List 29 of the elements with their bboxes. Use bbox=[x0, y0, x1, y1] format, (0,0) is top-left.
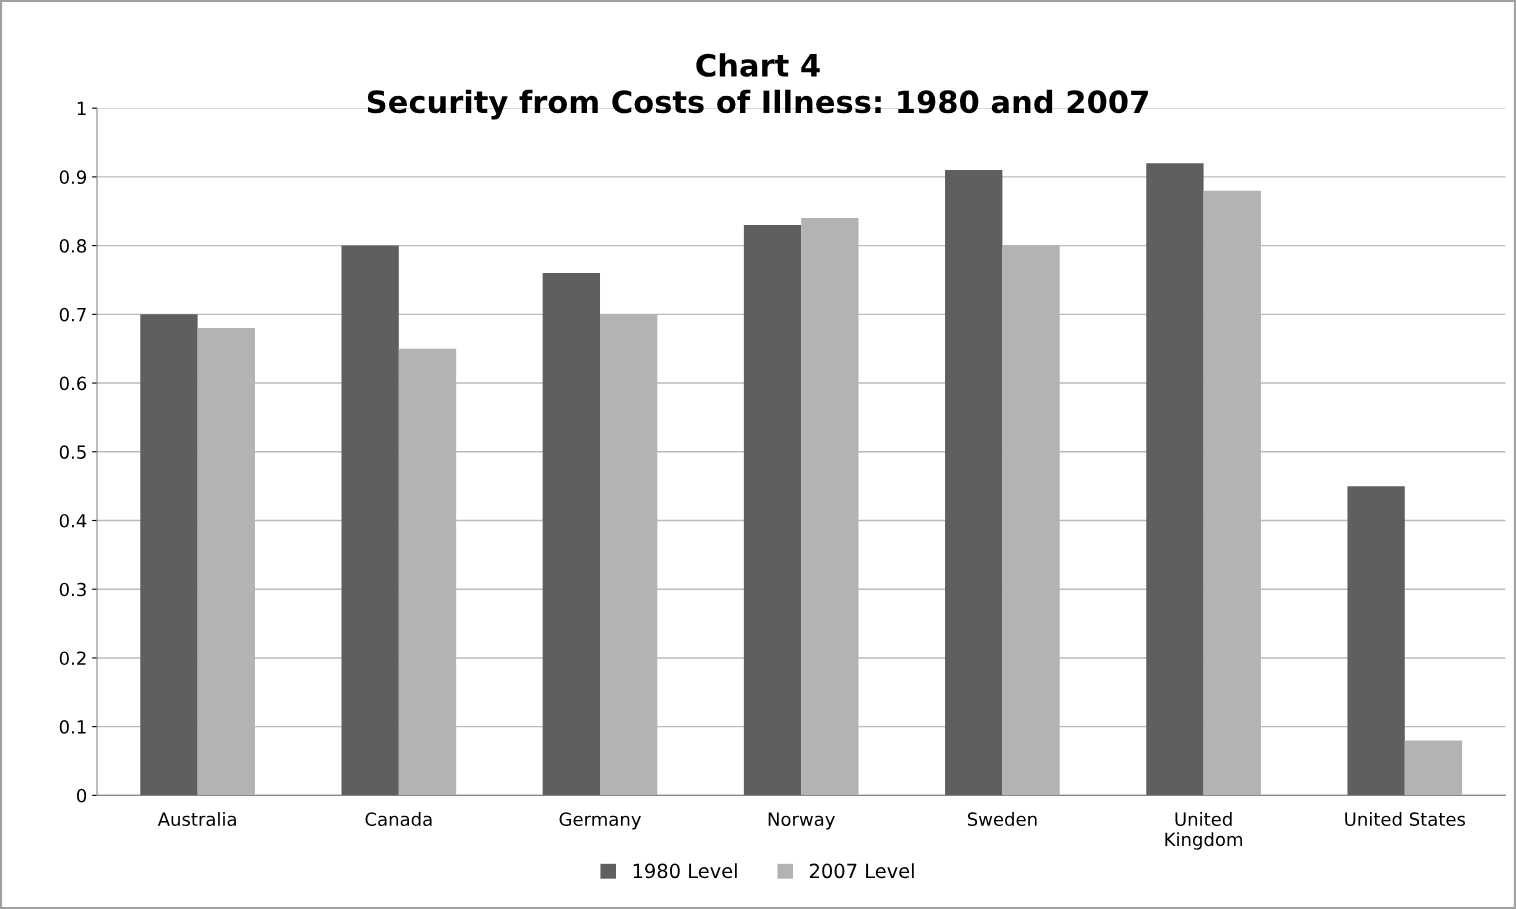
y-tick-label: 0.7 bbox=[59, 307, 86, 322]
y-tick-label: 0.2 bbox=[59, 651, 86, 666]
bar bbox=[1347, 486, 1405, 796]
y-tick-label: 0.5 bbox=[59, 445, 86, 459]
chart-title: Chart 4 Security from Costs of Illness: 1980 and 2007 bbox=[367, 53, 1148, 120]
y-tick-label: 1 bbox=[77, 101, 86, 116]
legend-label: 2007 Level bbox=[809, 863, 914, 879]
legend-label: 1980 Level bbox=[633, 863, 737, 879]
y-tick-label: 0.8 bbox=[59, 239, 87, 253]
bar bbox=[341, 245, 399, 796]
x-tick-label: Australia bbox=[157, 812, 236, 827]
bar bbox=[743, 225, 802, 796]
x-tick-label: Germany bbox=[559, 812, 641, 830]
y-tick-label: 0.1 bbox=[59, 720, 86, 734]
bar bbox=[945, 170, 1003, 796]
y-tick-label: 0.3 bbox=[59, 582, 86, 597]
x-tick-label: United Kingdom bbox=[1165, 812, 1242, 850]
y-tick-label: 0.6 bbox=[59, 376, 87, 391]
bar bbox=[140, 314, 198, 796]
bar bbox=[1146, 163, 1204, 796]
x-tick-label: Sweden bbox=[967, 812, 1037, 827]
bar bbox=[542, 273, 601, 796]
y-tick-label: 0.9 bbox=[59, 170, 87, 185]
bar bbox=[1404, 740, 1463, 796]
x-tick-label: Canada bbox=[365, 812, 432, 827]
y-tick-label: 0.4 bbox=[59, 513, 87, 528]
y-tick-label: 0 bbox=[77, 788, 87, 803]
x-tick-label: Norway bbox=[768, 812, 835, 830]
x-tick-label: United States bbox=[1345, 812, 1466, 827]
